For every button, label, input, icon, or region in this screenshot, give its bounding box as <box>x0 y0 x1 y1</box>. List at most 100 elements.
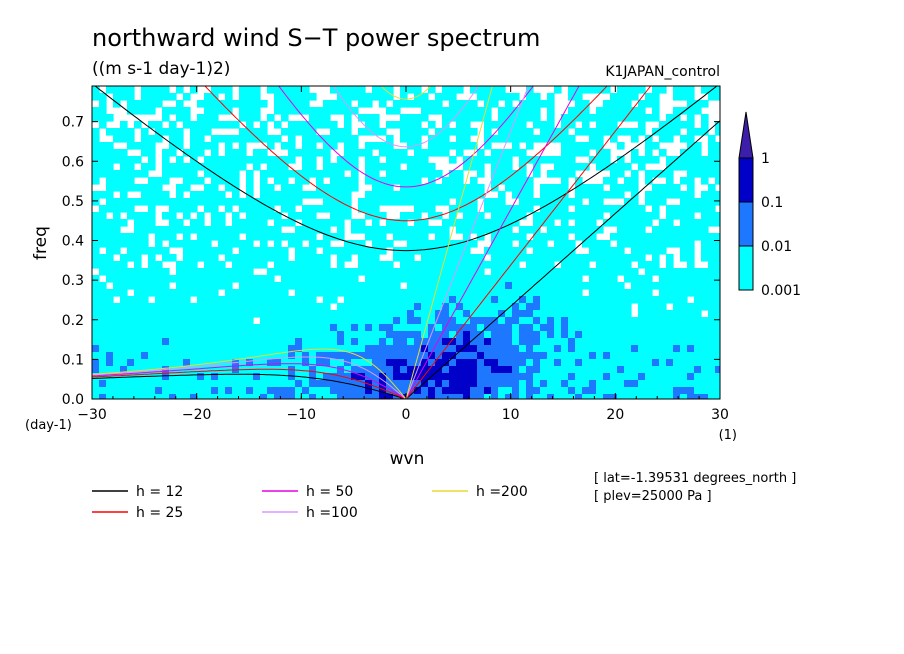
contour-cell <box>211 177 219 185</box>
contour-cell <box>624 114 632 122</box>
contour-cell <box>414 205 422 213</box>
contour-cell <box>183 380 191 388</box>
contour-cell <box>211 135 219 143</box>
contour-cell <box>666 212 674 220</box>
contour-cell <box>239 289 247 297</box>
contour-cell <box>596 380 604 388</box>
contour-cell <box>351 107 359 115</box>
contour-cell <box>645 352 653 360</box>
contour-cell <box>442 303 450 311</box>
contour-cell <box>372 191 380 199</box>
contour-cell <box>323 268 331 276</box>
contour-cell <box>169 317 177 325</box>
contour-cell <box>659 303 667 311</box>
contour-cell <box>148 338 156 346</box>
contour-cell <box>505 296 513 304</box>
contour-cell <box>687 142 695 150</box>
contour-cell <box>99 156 107 164</box>
contour-cell <box>631 324 639 332</box>
contour-cell <box>99 338 107 346</box>
contour-cell <box>169 366 177 374</box>
contour-cell <box>99 345 107 353</box>
contour-cell <box>645 212 653 220</box>
contour-cell <box>456 268 464 276</box>
contour-cell <box>197 289 205 297</box>
contour-cell <box>288 387 296 395</box>
contour-cell <box>92 128 100 136</box>
contour-cell <box>568 282 576 290</box>
contour-cell <box>239 198 247 206</box>
contour-cell <box>239 163 247 171</box>
contour-cell <box>155 338 163 346</box>
contour-cell <box>505 359 513 367</box>
contour-cell <box>596 107 604 115</box>
contour-cell <box>428 163 436 171</box>
contour-cell <box>393 310 401 318</box>
contour-cell <box>442 359 450 367</box>
contour-cell <box>610 135 618 143</box>
contour-cell <box>680 177 688 185</box>
contour-cell <box>351 380 359 388</box>
contour-cell <box>701 359 709 367</box>
contour-cell <box>645 324 653 332</box>
contour-cell <box>134 359 142 367</box>
contour-cell <box>589 310 597 318</box>
contour-cell <box>344 212 352 220</box>
contour-cell <box>652 380 660 388</box>
contour-cell <box>589 331 597 339</box>
contour-cell <box>162 254 170 262</box>
contour-cell <box>225 352 233 360</box>
contour-cell <box>631 128 639 136</box>
contour-cell <box>302 212 310 220</box>
contour-cell <box>120 345 128 353</box>
contour-cell <box>540 359 548 367</box>
contour-cell <box>694 373 702 381</box>
contour-cell <box>344 303 352 311</box>
contour-cell <box>442 352 450 360</box>
contour-cell <box>435 226 443 234</box>
contour-cell <box>449 303 457 311</box>
contour-cell <box>99 93 107 101</box>
contour-cell <box>498 317 506 325</box>
contour-cell <box>134 226 142 234</box>
contour-cell <box>274 282 282 290</box>
contour-cell <box>246 107 254 115</box>
contour-cell <box>393 303 401 311</box>
contour-cell <box>253 394 261 399</box>
contour-cell <box>645 240 653 248</box>
contour-cell <box>267 233 275 241</box>
contour-cell <box>624 107 632 115</box>
contour-cell <box>288 128 296 136</box>
contour-cell <box>414 135 422 143</box>
contour-cell <box>442 233 450 241</box>
contour-cell <box>246 121 254 129</box>
contour-cell <box>449 359 457 367</box>
contour-cell <box>127 184 135 192</box>
contour-cell <box>547 282 555 290</box>
contour-cell <box>267 373 275 381</box>
contour-cell <box>561 317 569 325</box>
contour-cell <box>603 310 611 318</box>
contour-cell <box>652 128 660 136</box>
contour-cell <box>204 310 212 318</box>
contour-cell <box>617 212 625 220</box>
contour-cell <box>414 100 422 108</box>
contour-cell <box>197 254 205 262</box>
contour-cell <box>638 282 646 290</box>
contour-cell <box>274 380 282 388</box>
contour-cell <box>617 128 625 136</box>
contour-cell <box>456 394 464 399</box>
contour-cell <box>687 121 695 129</box>
contour-cell <box>365 373 373 381</box>
contour-cell <box>484 261 492 269</box>
contour-cell <box>162 177 170 185</box>
contour-cell <box>617 114 625 122</box>
contour-cell <box>295 107 303 115</box>
contour-cell <box>645 380 653 388</box>
contour-cell <box>484 352 492 360</box>
contour-cell <box>344 191 352 199</box>
contour-cell <box>659 310 667 318</box>
contour-cell <box>491 366 499 374</box>
contour-cell <box>365 282 373 290</box>
contour-cell <box>211 282 219 290</box>
